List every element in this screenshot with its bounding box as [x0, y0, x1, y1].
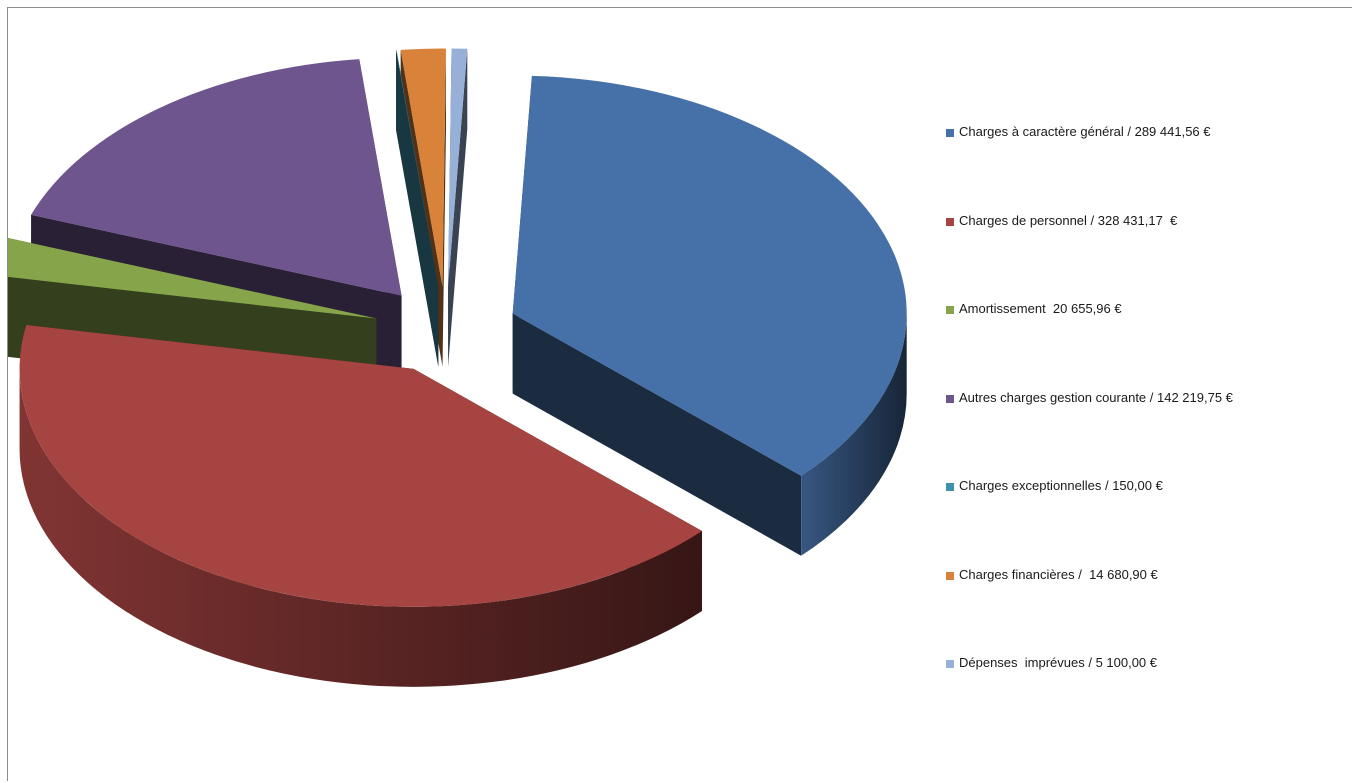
legend-swatch: [946, 217, 954, 226]
slice-6-top: [400, 48, 446, 287]
slice-7-top: [448, 48, 468, 287]
legend-swatch: [946, 129, 954, 137]
legend-label: Charges à caractère général / 289 441,56…: [959, 124, 1211, 139]
pie-slice-7: [448, 48, 468, 367]
slice-1-wall-2: [512, 313, 802, 556]
legend-label: Amortissement 20 655,96 €: [959, 301, 1122, 316]
slice-6-wall-2: [442, 48, 446, 367]
pie-slice-5: [396, 50, 439, 367]
legend-swatch: [946, 571, 954, 580]
slice-5-top: [396, 50, 439, 287]
legend-item: Autres charges gestion courante / 142 21…: [946, 390, 1346, 479]
legend-swatch: [946, 306, 954, 314]
slice-2-top: [19, 325, 703, 607]
slice-4-top: [31, 59, 402, 296]
legend-label: Dépenses imprévues / 5 100,00 €: [959, 655, 1158, 670]
legend-label: Charges financières / 14 680,90 €: [959, 566, 1158, 582]
legend-swatch: [946, 394, 954, 403]
legend-item: Charges de personnel / 328 431,17 €: [946, 213, 1346, 302]
legend-item: Amortissement 20 655,96 €: [946, 301, 1346, 390]
slice-2-side: [19, 368, 703, 687]
slice-1-side: [801, 313, 907, 556]
legend-label: Autres charges gestion courante / 142 21…: [959, 389, 1233, 405]
slice-1-top: [512, 75, 907, 476]
slice-7-wall-2: [448, 48, 468, 367]
legend-label: Charges de personnel / 328 431,17 €: [959, 212, 1178, 228]
slice-5-wall-2: [396, 50, 439, 367]
pie-slice-1: [512, 75, 907, 556]
pie-slice-2: [19, 325, 703, 687]
legend-item: Charges financières / 14 680,90 €: [946, 567, 1346, 656]
legend-swatch: [946, 483, 954, 491]
legend-item: Charges exceptionnelles / 150,00 €: [946, 478, 1346, 567]
legend-swatch: [946, 660, 954, 668]
legend-item: Charges à caractère général / 289 441,56…: [946, 124, 1346, 213]
legend: Charges à caractère général / 289 441,56…: [946, 124, 1346, 744]
slice-3-top: [8, 237, 377, 319]
pie-chart: [8, 48, 907, 687]
legend-label: Charges exceptionnelles / 150,00 €: [959, 478, 1163, 493]
chart-frame: Charges à caractère général / 289 441,56…: [7, 7, 1352, 781]
legend-item: Dépenses imprévues / 5 100,00 €: [946, 655, 1346, 744]
